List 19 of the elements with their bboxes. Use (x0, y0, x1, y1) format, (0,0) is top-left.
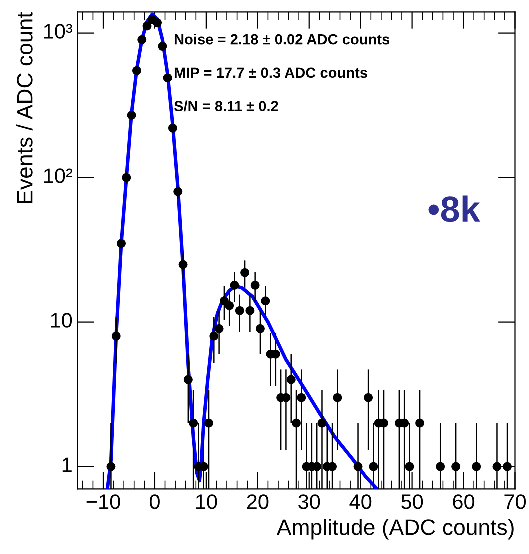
x-tick-label: 50 (402, 494, 424, 510)
y-tick-label: 1 (62, 458, 72, 472)
y-tick-label: 10² (44, 168, 73, 184)
y-tick-label: 10³ (44, 24, 72, 39)
y-tick-label: 10 (51, 313, 72, 328)
x-tick-label: 60 (453, 494, 475, 510)
x-axis-title: Amplitude (ADC counts) (276, 519, 514, 540)
x-tick-label: 10 (196, 494, 218, 510)
x-tick-label: 40 (350, 494, 372, 510)
x-tick-label: 70 (504, 494, 526, 510)
annotation: •8k (428, 196, 480, 222)
x-tick-label: −10 (86, 494, 120, 510)
y-axis-title: Events / ADC count (16, 12, 33, 204)
x-tick-label: 0 (150, 494, 160, 510)
x-tick-label: 20 (247, 494, 269, 510)
annotation: Noise = 2.18 ± 0.02 ADC counts (174, 34, 390, 45)
annotation: MIP = 17.7 ± 0.3 ADC counts (174, 68, 368, 78)
annotation: S/N = 8.11 ± 0.2 (174, 100, 278, 112)
x-tick-label: 30 (298, 494, 320, 510)
